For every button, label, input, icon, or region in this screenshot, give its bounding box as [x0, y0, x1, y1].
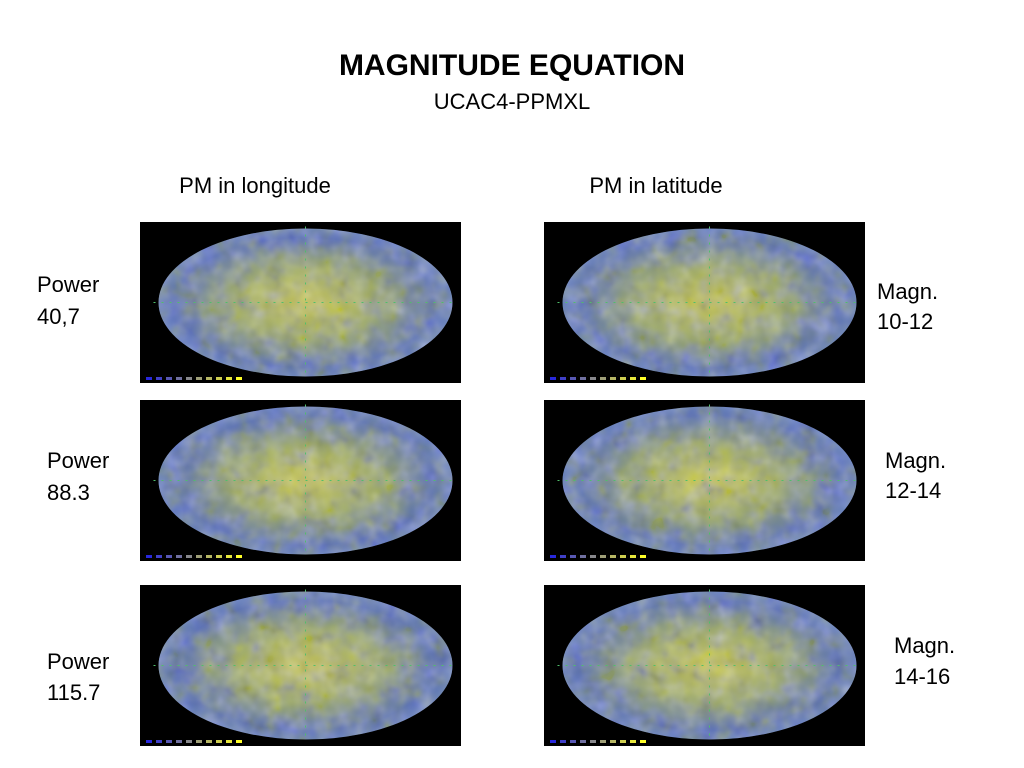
color-scale-swatch — [580, 555, 586, 558]
subtitle: UCAC4-PPMXL — [434, 89, 590, 114]
magnitude-label: Magn. — [885, 448, 946, 473]
color-scale-swatch — [560, 377, 566, 380]
color-scale-swatch — [166, 377, 172, 380]
color-scale-swatch — [640, 377, 646, 380]
color-scale-swatch — [166, 555, 172, 558]
sky-map — [140, 585, 461, 746]
power-label: Power — [47, 649, 109, 674]
color-scale-swatch — [226, 377, 232, 380]
color-scale-swatch — [550, 377, 556, 380]
power-label: Power — [47, 448, 109, 473]
magnitude-range: 14-16 — [894, 664, 950, 689]
color-scale-swatch — [620, 740, 626, 743]
color-scale-swatch — [216, 740, 222, 743]
color-scale-swatch — [570, 555, 576, 558]
color-scale-swatch — [560, 555, 566, 558]
color-scale-swatch — [630, 740, 636, 743]
color-scale-swatch — [610, 555, 616, 558]
color-scale-swatch — [156, 555, 162, 558]
color-scale-swatch — [570, 740, 576, 743]
color-scale-swatch — [630, 555, 636, 558]
color-scale-swatch — [600, 377, 606, 380]
power-value: 88.3 — [47, 480, 90, 505]
color-scale-swatch — [560, 740, 566, 743]
color-scale-swatch — [600, 740, 606, 743]
color-scale-swatch — [156, 377, 162, 380]
color-scale-swatch — [610, 740, 616, 743]
magnitude-label: Magn. — [877, 279, 938, 304]
color-scale-swatch — [580, 377, 586, 380]
color-scale-swatch — [216, 555, 222, 558]
color-scale-swatch — [590, 740, 596, 743]
color-scale-swatch — [196, 555, 202, 558]
title: MAGNITUDE EQUATION — [339, 49, 685, 82]
color-scale-swatch — [186, 740, 192, 743]
column-label: PM in longitude — [179, 173, 331, 198]
magnitude-range: 10-12 — [877, 309, 933, 334]
magnitude-label: Magn. — [894, 633, 955, 658]
color-scale-swatch — [226, 555, 232, 558]
color-scale-swatch — [146, 555, 152, 558]
color-scale-swatch — [630, 377, 636, 380]
color-scale-swatch — [236, 377, 242, 380]
color-scale-swatch — [176, 740, 182, 743]
sky-map — [544, 222, 865, 383]
color-scale-swatch — [206, 377, 212, 380]
color-scale-swatch — [600, 555, 606, 558]
color-scale-swatch — [176, 377, 182, 380]
color-scale-swatch — [590, 555, 596, 558]
color-scale-swatch — [590, 377, 596, 380]
color-scale-swatch — [226, 740, 232, 743]
color-scale-swatch — [166, 740, 172, 743]
color-scale-swatch — [146, 740, 152, 743]
color-scale-swatch — [550, 555, 556, 558]
power-value: 40,7 — [37, 304, 80, 329]
color-scale-swatch — [236, 555, 242, 558]
color-scale-swatch — [620, 555, 626, 558]
power-value: 115.7 — [47, 680, 100, 705]
color-scale-swatch — [640, 555, 646, 558]
color-scale-swatch — [610, 377, 616, 380]
sky-map — [544, 400, 865, 561]
color-scale-swatch — [186, 555, 192, 558]
power-label: Power — [37, 272, 99, 297]
color-scale-swatch — [570, 377, 576, 380]
color-scale-swatch — [176, 555, 182, 558]
color-scale-swatch — [620, 377, 626, 380]
color-scale-swatch — [186, 377, 192, 380]
color-scale-swatch — [196, 377, 202, 380]
color-scale-swatch — [236, 740, 242, 743]
color-scale-swatch — [196, 740, 202, 743]
color-scale-swatch — [206, 555, 212, 558]
color-scale-swatch — [216, 377, 222, 380]
sky-map — [140, 400, 461, 561]
color-scale-swatch — [580, 740, 586, 743]
sky-map — [544, 585, 865, 746]
color-scale-swatch — [640, 740, 646, 743]
color-scale-swatch — [156, 740, 162, 743]
color-scale-swatch — [146, 377, 152, 380]
sky-map — [140, 222, 461, 383]
color-scale-swatch — [550, 740, 556, 743]
column-label: PM in latitude — [589, 173, 722, 198]
magnitude-range: 12-14 — [885, 478, 941, 503]
color-scale-swatch — [206, 740, 212, 743]
